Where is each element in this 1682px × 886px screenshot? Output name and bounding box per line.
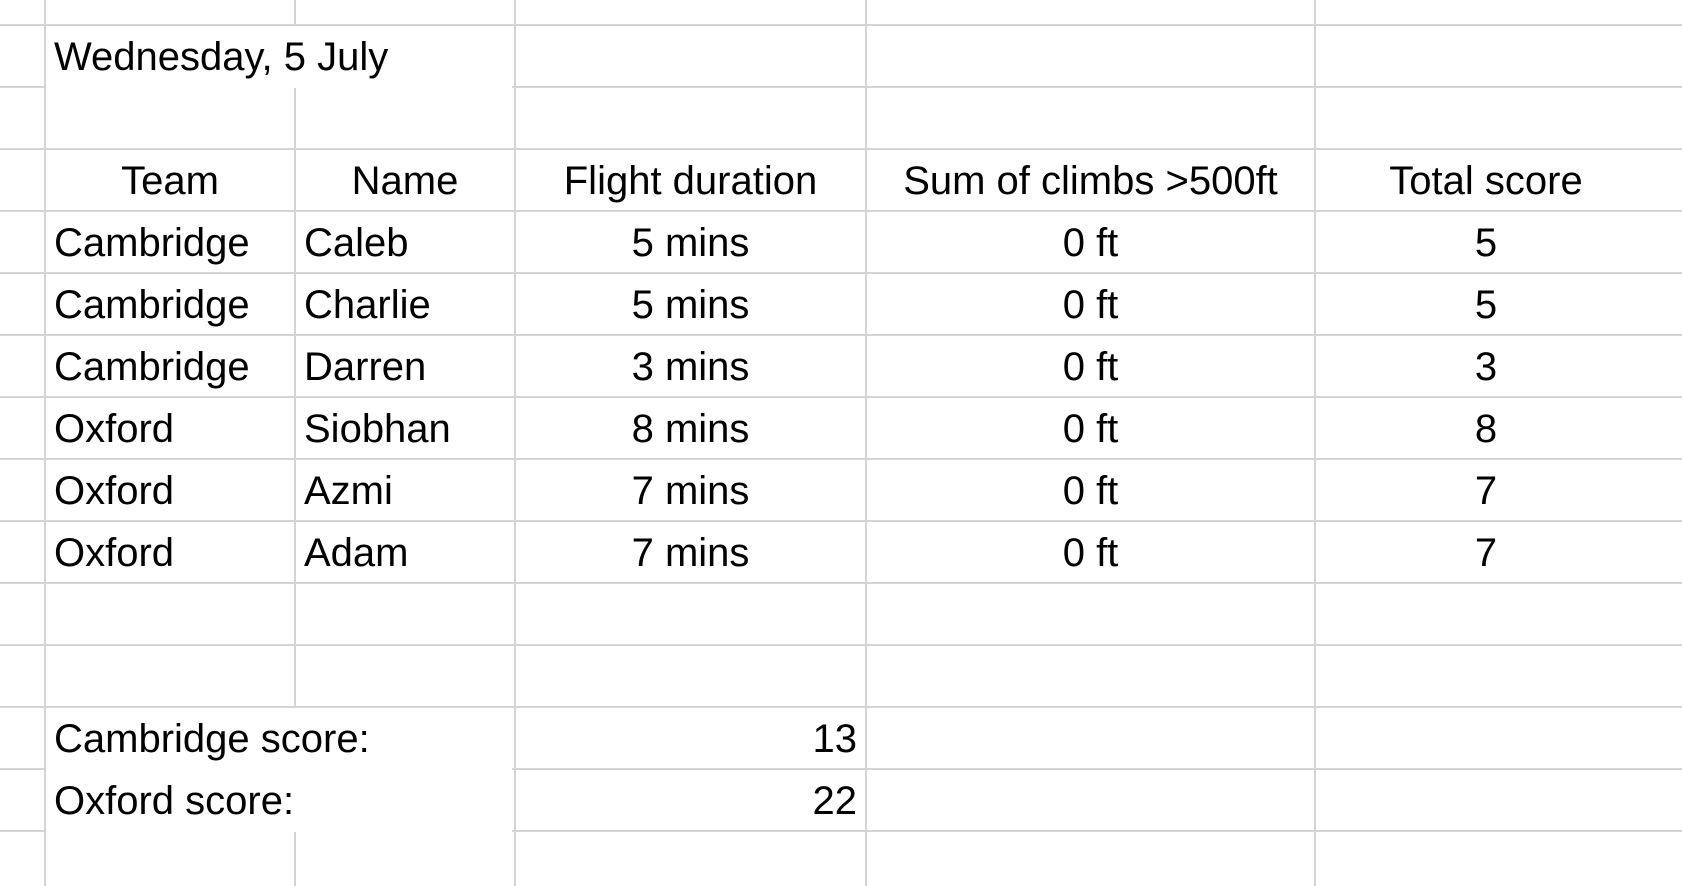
cell-duration[interactable]: 7 mins	[631, 469, 750, 513]
row-gridline	[0, 24, 1682, 26]
row-gridline	[0, 210, 1682, 212]
header-name[interactable]: Name	[351, 159, 459, 203]
row-gridline	[0, 520, 1682, 522]
cell-duration[interactable]: 5 mins	[631, 221, 750, 265]
row-gridline	[0, 706, 1682, 708]
cambridge-score-value[interactable]: 13	[812, 717, 858, 761]
cell-team[interactable]: Cambridge	[54, 221, 250, 265]
cambridge-score-label[interactable]: Cambridge score:	[46, 708, 512, 770]
cell-duration[interactable]: 8 mins	[631, 407, 750, 451]
header-team[interactable]: Team	[121, 159, 219, 203]
date-cell[interactable]: Wednesday, 5 July	[46, 26, 512, 88]
row-gridline	[0, 272, 1682, 274]
cell-team[interactable]: Cambridge	[54, 345, 250, 389]
cell-score[interactable]: 3	[1474, 345, 1498, 389]
row-gridline	[0, 458, 1682, 460]
column-gridline	[865, 0, 867, 886]
column-gridline	[1314, 0, 1316, 886]
oxford-score-label[interactable]: Oxford score:	[46, 770, 512, 832]
cell-score[interactable]: 7	[1474, 531, 1498, 575]
cell-score[interactable]: 5	[1474, 283, 1498, 327]
cell-climbs[interactable]: 0 ft	[1062, 283, 1119, 327]
row-gridline	[0, 86, 1682, 88]
cell-name[interactable]: Caleb	[304, 221, 409, 265]
header-climbs[interactable]: Sum of climbs >500ft	[903, 159, 1278, 203]
cell-name[interactable]: Charlie	[304, 283, 431, 327]
cell-score[interactable]: 5	[1474, 221, 1498, 265]
cell-climbs[interactable]: 0 ft	[1062, 531, 1119, 575]
header-flight-duration[interactable]: Flight duration	[563, 159, 818, 203]
cell-name[interactable]: Azmi	[304, 469, 393, 513]
row-gridline	[0, 830, 1682, 832]
row-gridline	[0, 582, 1682, 584]
cell-name[interactable]: Adam	[304, 531, 409, 575]
cell-team[interactable]: Cambridge	[54, 283, 250, 327]
cell-score[interactable]: 8	[1474, 407, 1498, 451]
cell-name[interactable]: Siobhan	[304, 407, 451, 451]
row-gridline	[0, 644, 1682, 646]
cell-duration[interactable]: 7 mins	[631, 531, 750, 575]
row-gridline	[0, 768, 1682, 770]
column-gridline	[44, 0, 46, 886]
cell-team[interactable]: Oxford	[54, 469, 175, 513]
cell-climbs[interactable]: 0 ft	[1062, 345, 1119, 389]
cell-score[interactable]: 7	[1474, 469, 1498, 513]
column-gridline	[514, 0, 516, 886]
cell-team[interactable]: Oxford	[54, 407, 175, 451]
cell-climbs[interactable]: 0 ft	[1062, 221, 1119, 265]
row-gridline	[0, 148, 1682, 150]
cell-team[interactable]: Oxford	[54, 531, 175, 575]
row-gridline	[0, 334, 1682, 336]
cell-climbs[interactable]: 0 ft	[1062, 469, 1119, 513]
column-gridline	[294, 0, 296, 886]
cell-name[interactable]: Darren	[304, 345, 427, 389]
cell-duration[interactable]: 3 mins	[631, 345, 750, 389]
row-gridline	[0, 396, 1682, 398]
oxford-score-value[interactable]: 22	[812, 779, 858, 823]
cell-climbs[interactable]: 0 ft	[1062, 407, 1119, 451]
cell-duration[interactable]: 5 mins	[631, 283, 750, 327]
header-total-score[interactable]: Total score	[1389, 159, 1583, 203]
